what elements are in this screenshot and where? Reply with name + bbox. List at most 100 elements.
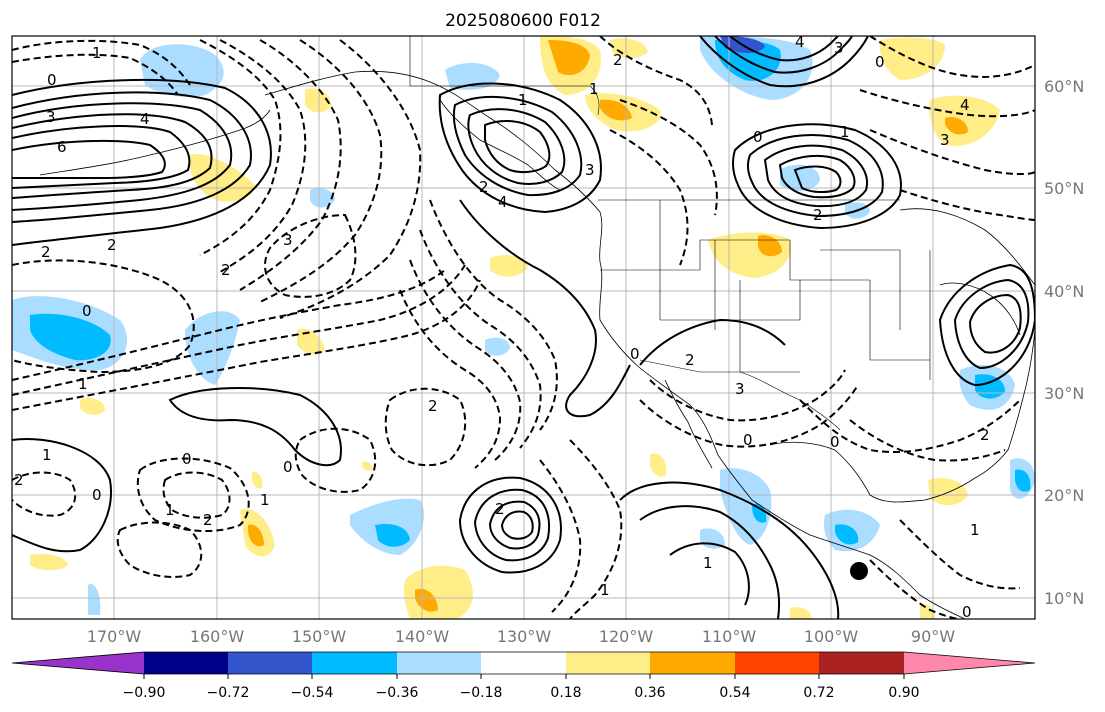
lon-label: 140°W: [395, 627, 450, 646]
pos-region-oregon: [490, 255, 528, 277]
contour-label: 1: [970, 521, 980, 539]
colorbar-bin: [397, 652, 481, 674]
contour-label: 2: [613, 51, 623, 69]
contour-dashed-19: [399, 289, 502, 469]
pos-region-california-offshore: [297, 328, 325, 355]
contour-label: 0: [743, 431, 753, 449]
pos-region-pacific-small: [362, 461, 373, 471]
colorbar-bin: [819, 652, 904, 674]
pos-region-quebec-core: [945, 117, 968, 135]
colorbar-bin: [144, 652, 228, 674]
contour-solid-nc-3: [729, 36, 839, 62]
contour-dashed-12: [264, 213, 357, 298]
map-frame: [11, 35, 1036, 620]
contour-solid-subtrop-1: [12, 438, 112, 553]
contour-solid-ak-lower: [639, 318, 786, 366]
map-content: 1 0 3 4 6 2 2 0 1 1 2 0 0 1 2 1 0 2 3 2 …: [12, 33, 1035, 621]
colorbar-min-extend: [12, 652, 144, 674]
contour-label: 1: [260, 491, 270, 509]
contour-label: 0: [830, 433, 840, 451]
contour-solid-mx-1: [619, 481, 840, 619]
contour-dashed-13: [136, 457, 250, 533]
neg-region-mid-pacific: [185, 311, 240, 385]
neg-region-gulf-coast-core: [975, 374, 1005, 399]
lat-label: 50°N: [1044, 179, 1084, 198]
contour-dashed-22: [609, 129, 689, 266]
contour-solid-mx-3: [669, 542, 750, 606]
contour-solid-ca-2: [746, 134, 884, 218]
contour-label: 1: [42, 446, 52, 464]
contour-label: 4: [795, 33, 805, 51]
neg-region-bc-coast: [310, 188, 335, 208]
contour-dashed-36: [116, 521, 203, 578]
contour-label: 0: [92, 486, 102, 504]
contour-dashed-17: [419, 229, 542, 449]
contour-solid-cp-4: [500, 510, 534, 540]
neg-region-hawaii: [88, 584, 101, 615]
contour-label: 1: [703, 554, 713, 572]
contour-label: 1: [840, 123, 850, 141]
contour-dashed-26: [899, 189, 1035, 221]
contour-dashed-31: [569, 439, 623, 619]
contour-solid-subtrop-2: [168, 387, 342, 467]
contour-dashed-28: [639, 384, 859, 448]
neg-region-mexico-coast-core: [835, 524, 859, 545]
contour-dashed-14: [162, 471, 231, 519]
contour-solid-ca-1: [732, 123, 902, 230]
contour-solid-east-2: [953, 278, 1030, 370]
contour-label: 2: [685, 351, 695, 369]
contour-label: 3: [735, 380, 745, 398]
contour-dashed-1: [12, 39, 191, 86]
lon-label: 170°W: [87, 627, 142, 646]
latitude-labels: 60°N 50°N 40°N 30°N 20°N 10°N: [1044, 77, 1084, 608]
neg-region-north-pacific-core: [30, 313, 111, 361]
colorbar-tick-label: 0.90: [888, 685, 919, 701]
contour-label: 0: [962, 603, 972, 621]
contour-label: 3: [46, 108, 56, 126]
lat-label: 20°N: [1044, 486, 1084, 505]
contour-dashed-29: [799, 399, 1021, 453]
contour-dashed-30: [849, 419, 1006, 462]
colorbar-tick-label: −0.54: [291, 685, 334, 701]
longitude-labels: 170°W 160°W 150°W 140°W 130°W 120°W 110°…: [87, 627, 955, 646]
lat-label: 40°N: [1044, 282, 1084, 301]
contour-solid-ca-3: [763, 144, 868, 208]
contour-dashed-37: [294, 427, 377, 493]
contour-dashed-8: [12, 259, 195, 374]
contour-solid-cp-3: [488, 500, 541, 550]
colorbar-tick-label: −0.18: [460, 685, 503, 701]
political-borders: [409, 36, 931, 431]
colorbar-bin: [735, 652, 819, 674]
contour-label: 2: [980, 426, 990, 444]
contour-label: 0: [82, 302, 92, 320]
colorbar-bin: [312, 652, 397, 674]
contour-label: 0: [753, 128, 763, 146]
colorbar-tick-label: −0.72: [207, 685, 250, 701]
contour-label: 1: [165, 501, 175, 519]
contour-dashed-27: [649, 369, 846, 422]
contour-solid-ak-4: [484, 119, 551, 174]
contour-solid-nc-2: [714, 36, 853, 74]
contour-solid-2: [12, 102, 233, 211]
colorbar-tick-label: 0.72: [803, 685, 834, 701]
contour-dashed-2: [12, 53, 179, 96]
contour-label: 2: [428, 397, 438, 415]
contour-dashed-9: [12, 269, 446, 381]
pos-region-central-pacific-core: [415, 588, 438, 612]
neg-region-baja-core: [752, 503, 767, 523]
pos-region-hawaii-north: [80, 398, 105, 415]
contour-solid-cp-2: [473, 488, 550, 562]
pos-region-nw-territory: [610, 38, 648, 58]
colorbar-bin: [650, 652, 735, 674]
contour-dashed-11: [12, 279, 481, 411]
neg-region-canada-central: [780, 164, 820, 192]
contour-label: 2: [813, 206, 823, 224]
contour-label: 1: [518, 91, 528, 109]
contour-solid-ak-1: [438, 82, 602, 214]
contour-solid-1: [12, 91, 252, 223]
contour-dashed-34: [869, 559, 961, 619]
pos-region-nw-canada-core: [548, 40, 590, 76]
contour-label: 3: [585, 161, 595, 179]
neg-region-florida-core: [1015, 469, 1031, 492]
